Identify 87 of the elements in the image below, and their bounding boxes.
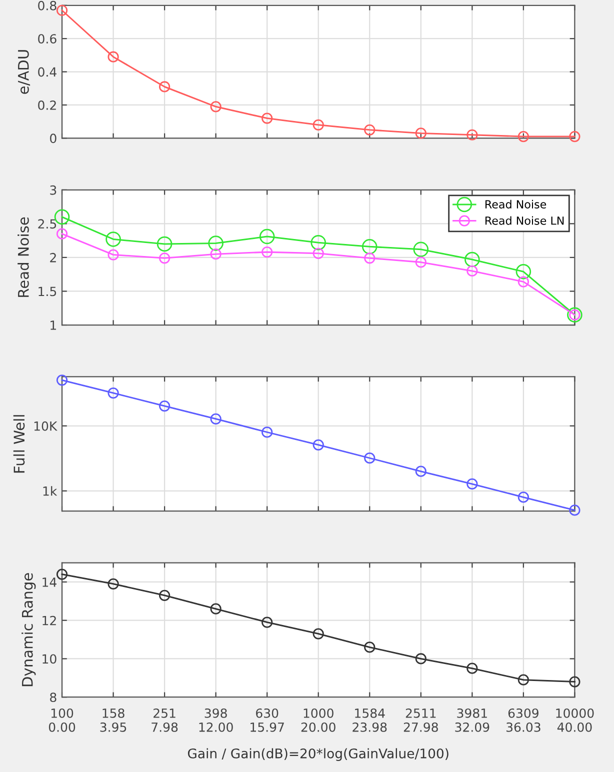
point — [54, 209, 70, 225]
x-tick-label: 10000 40.00 — [556, 708, 594, 732]
point — [108, 387, 119, 399]
legend-label: Read Noise LN — [485, 216, 564, 225]
point — [210, 248, 222, 260]
x-tick-label: 630 15.97 — [250, 708, 284, 732]
point — [108, 249, 119, 260]
point — [518, 674, 529, 686]
point — [413, 242, 429, 257]
x-tick-label: 1000 20.00 — [301, 708, 336, 732]
point — [466, 129, 478, 140]
point — [518, 492, 529, 503]
x-tick-label: 100 0.00 — [48, 708, 76, 732]
point — [312, 628, 324, 640]
point — [518, 130, 529, 142]
point — [56, 228, 68, 240]
point — [158, 81, 170, 92]
point — [210, 101, 222, 112]
point — [158, 252, 170, 264]
y-tick-label: 1 — [50, 320, 56, 330]
point — [262, 426, 273, 438]
y-axis-title: e/ADU — [18, 50, 30, 94]
point — [516, 264, 532, 280]
point — [259, 228, 275, 244]
point — [569, 676, 580, 688]
point — [310, 234, 326, 250]
point — [518, 276, 529, 288]
point — [362, 239, 378, 254]
point — [106, 232, 121, 247]
point — [569, 504, 580, 516]
point — [466, 662, 478, 674]
point — [108, 578, 119, 590]
y-axis-title: Read Noise — [18, 217, 29, 297]
x-tick-label: 251 7.98 — [152, 708, 178, 732]
point — [158, 590, 170, 601]
point — [312, 119, 324, 130]
point — [312, 439, 324, 450]
y-tick-label: 0 — [50, 134, 56, 144]
point — [210, 413, 222, 424]
y-tick-label: 10K — [34, 421, 58, 431]
y-tick-label: 2 — [50, 252, 56, 262]
x-tick-label: 158 3.95 — [100, 708, 126, 732]
y-tick-label: 1k — [43, 486, 58, 496]
x-tick-label: 6309 36.03 — [506, 708, 540, 732]
y-tick-label: 10 — [42, 654, 56, 664]
point — [56, 568, 68, 580]
point — [56, 374, 68, 386]
x-tick-label: 2511 27.98 — [404, 708, 438, 732]
point — [466, 265, 478, 277]
x-tick-label: 3981 32.09 — [455, 708, 490, 732]
point — [262, 246, 273, 258]
point — [466, 478, 478, 490]
x-axis-title: Gain / Gain(dB)=20*log(GainValue/100) — [188, 748, 448, 761]
y-tick-label: 0.6 — [38, 34, 56, 44]
y-tick-label: 3 — [50, 185, 56, 195]
y-tick-label: 0.8 — [38, 0, 56, 10]
point — [364, 452, 376, 464]
point — [364, 252, 376, 264]
point — [108, 51, 119, 62]
y-tick-label: 8 — [50, 692, 56, 702]
point — [262, 112, 273, 124]
y-axis-title: Full Well — [13, 415, 25, 473]
point — [210, 603, 222, 614]
point — [415, 256, 426, 268]
y-tick-label: 0.4 — [38, 67, 56, 77]
point — [56, 4, 68, 16]
point — [156, 236, 172, 252]
x-tick-label: 1584 23.98 — [352, 708, 387, 732]
point — [569, 130, 580, 142]
point — [312, 248, 324, 259]
point — [208, 236, 224, 251]
y-axis-title: Dynamic Range — [22, 573, 36, 686]
point — [415, 653, 426, 664]
point — [158, 400, 170, 412]
point — [364, 642, 376, 653]
y-tick-label: 1.5 — [38, 286, 56, 296]
y-tick-label: 12 — [42, 616, 56, 626]
x-tick-label: 398 12.00 — [199, 708, 233, 732]
y-tick-label: 14 — [42, 578, 56, 587]
point — [464, 252, 480, 268]
point — [262, 616, 273, 628]
point — [415, 466, 426, 477]
y-tick-label: 0.2 — [38, 100, 56, 110]
legend-label: Read Noise — [485, 200, 546, 209]
y-tick-label: 2.5 — [38, 219, 56, 229]
point — [364, 124, 376, 136]
point — [415, 128, 426, 139]
